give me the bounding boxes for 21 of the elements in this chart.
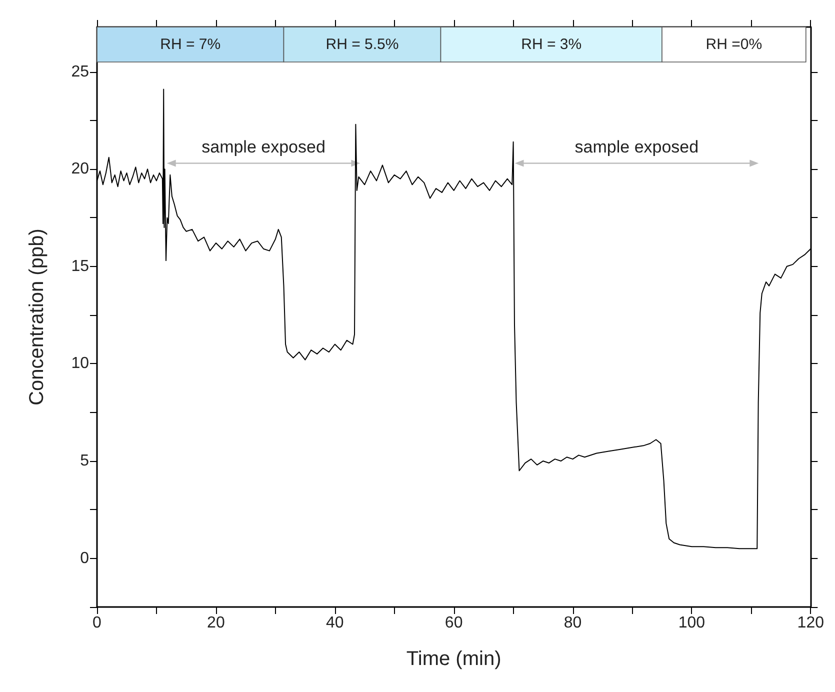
x-axis-title: Time (min) xyxy=(406,648,502,670)
band-label: RH =0% xyxy=(706,36,762,53)
band-label: RH = 7% xyxy=(160,36,221,53)
x-tick-label: 20 xyxy=(207,614,225,632)
x-tick-label: 40 xyxy=(326,614,344,632)
y-tick-label: 25 xyxy=(71,63,90,80)
band-label: RH = 5.5% xyxy=(326,36,399,53)
y-tick-label: 15 xyxy=(71,258,90,275)
y-tick-label: 10 xyxy=(71,355,90,372)
x-tick-label: 60 xyxy=(444,614,463,632)
annotation: sample exposed xyxy=(574,138,699,157)
x-tick-label: 100 xyxy=(678,614,706,632)
y-tick-label: 0 xyxy=(80,550,90,567)
x-tick-label: 0 xyxy=(92,614,102,632)
annotation: sample exposed xyxy=(202,138,326,157)
x-tick-label: 120 xyxy=(797,614,824,632)
band-label: RH = 3% xyxy=(521,36,582,53)
y-axis-title: Concentration (ppb) xyxy=(26,228,48,406)
y-tick-label: 20 xyxy=(71,160,90,178)
x-tick-label: 80 xyxy=(564,614,582,632)
y-tick-label: 5 xyxy=(80,452,90,470)
